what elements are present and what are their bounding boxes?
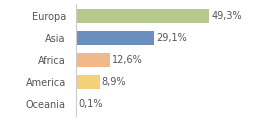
Text: 0,1%: 0,1% — [78, 99, 102, 109]
Text: 8,9%: 8,9% — [102, 77, 126, 87]
Bar — [76, 75, 100, 89]
Text: 29,1%: 29,1% — [157, 33, 187, 43]
Bar — [76, 53, 110, 67]
Bar — [76, 9, 209, 23]
Text: 49,3%: 49,3% — [211, 11, 242, 21]
Bar — [76, 31, 154, 45]
Text: 12,6%: 12,6% — [112, 55, 143, 65]
